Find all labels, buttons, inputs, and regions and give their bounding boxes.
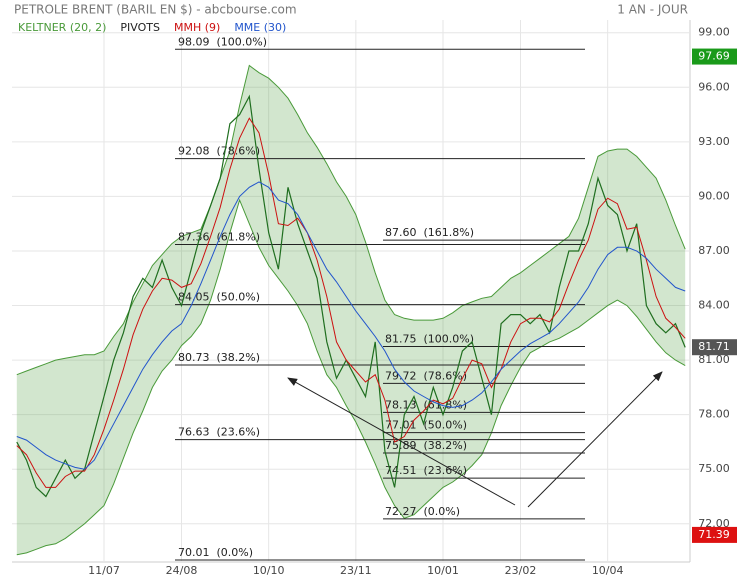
y-tick-label: 75.00	[698, 462, 730, 475]
pivot-label: 80.73 (38.2%)	[178, 351, 260, 364]
arrows	[287, 371, 663, 508]
pivot-label: 87.36 (61.8%)	[178, 230, 260, 243]
legend-entry: MMH (9)	[174, 21, 220, 34]
pivot-label: 77.01 (50.0%)	[385, 419, 467, 432]
y-tick-label: 99.00	[698, 26, 730, 39]
y-tick-label: 81.00	[698, 353, 730, 366]
pivot-label: 81.75 (100.0%)	[385, 332, 474, 345]
pivot-label: 76.63 (23.6%)	[178, 426, 260, 439]
x-tick-label: 10/01	[427, 564, 459, 577]
period: 1 AN - JOUR	[617, 3, 688, 17]
x-tick-label: 23/02	[505, 564, 537, 577]
price-marker	[692, 339, 737, 356]
y-tick-label: 72.00	[698, 517, 730, 530]
chart-title: PETROLE BRENT (BARIL EN $) - abcbourse.c…	[14, 3, 297, 17]
x-tick-label: 10/10	[253, 564, 285, 577]
x-tick-label: 24/08	[166, 564, 198, 577]
line	[16, 94, 686, 498]
price-marker-label: 97.69	[698, 50, 730, 63]
price-marker-label: 81.71	[698, 340, 730, 353]
y-tick-label: 84.00	[698, 299, 730, 312]
arrow	[527, 371, 663, 508]
pivot-label: 87.60 (161.8%)	[385, 226, 474, 239]
keltner-band	[16, 65, 686, 555]
pivot-label: 72.27 (0.0%)	[385, 505, 460, 518]
pivot-label: 79.72 (78.6%)	[385, 369, 467, 382]
arrow	[287, 377, 516, 506]
price-marker	[692, 526, 737, 543]
pivot-label: 75.89 (38.2%)	[385, 439, 467, 452]
pivot-label: 98.09 (100.0%)	[178, 35, 267, 48]
y-tick-label: 90.00	[698, 189, 730, 202]
legend-entry: KELTNER (20, 2)	[18, 21, 106, 34]
pivot-label: 84.05 (50.0%)	[178, 291, 260, 304]
x-tick-label: 10/04	[592, 564, 624, 577]
x-tick-label: 11/07	[88, 564, 120, 577]
price-marker-label: 71.39	[698, 528, 730, 541]
y-tick-label: 93.00	[698, 135, 730, 148]
x-tick-label: 23/11	[340, 564, 372, 577]
price-marker	[692, 48, 737, 65]
pivot-label: 74.51 (23.6%)	[385, 464, 467, 477]
legend-entry: MME (30)	[234, 21, 286, 34]
pivot-label: 70.01 (0.0%)	[178, 546, 253, 559]
y-tick-label: 96.00	[698, 80, 730, 93]
y-tick-label: 78.00	[698, 408, 730, 421]
line	[16, 181, 686, 470]
pivot-label: 78.13 (61.8%)	[385, 398, 467, 411]
legend-entry: PIVOTS	[120, 21, 160, 34]
y-tick-label: 87.00	[698, 244, 730, 257]
pivot-label: 92.08 (78.6%)	[178, 145, 260, 158]
line	[16, 117, 686, 488]
